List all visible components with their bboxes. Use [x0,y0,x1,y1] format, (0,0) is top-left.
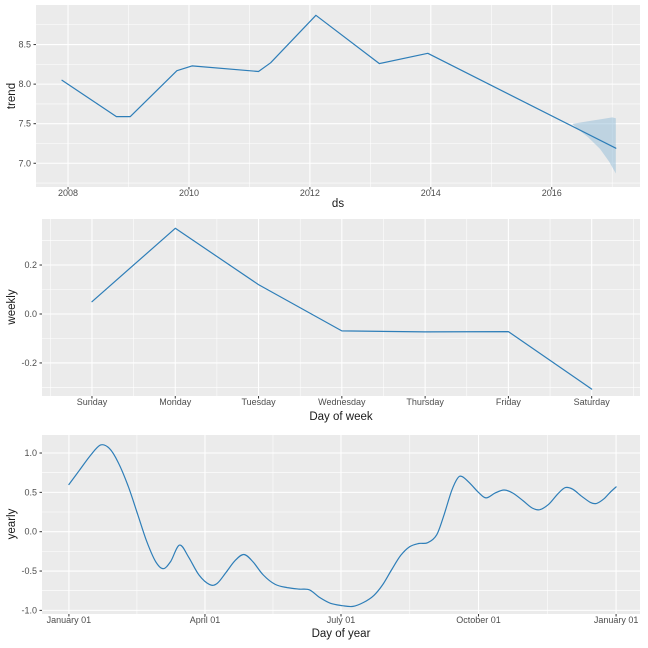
svg-text:Thursday: Thursday [406,397,444,407]
svg-text:October 01: October 01 [456,615,501,625]
svg-text:2016: 2016 [542,188,562,198]
x-tick-labels: 2008 2010 2012 2014 2016 [58,187,562,198]
weekly-line [91,227,593,390]
svg-text:2012: 2012 [300,188,320,198]
trend-x-axis-title: ds [331,198,345,210]
trend-chart: 2008 2010 2012 2014 2016 7.0 7.5 8.0 8.5 [18,5,640,198]
svg-text:Sunday: Sunday [77,397,108,407]
svg-text:Saturday: Saturday [574,397,611,407]
svg-text:0.0: 0.0 [24,527,37,537]
trend-y-axis-title: trend [6,82,18,110]
svg-text:2014: 2014 [421,188,441,198]
svg-text:8.5: 8.5 [18,40,31,50]
svg-text:0.5: 0.5 [24,487,37,497]
svg-text:2008: 2008 [58,188,78,198]
gridlines [42,435,640,614]
svg-text:-0.2: -0.2 [21,358,37,368]
trend-panel: 2008 2010 2012 2014 2016 7.0 7.5 8.0 8.5 trend d… [0,0,648,216]
panel-background [36,5,640,187]
weekly-x-axis-title: Day of week [309,411,373,423]
svg-text:July 01: July 01 [327,615,356,625]
svg-text:Friday: Friday [496,397,522,407]
yearly-panel: January 01 April 01 July 01 October 01 Janua… [0,432,648,648]
svg-text:2010: 2010 [179,188,199,198]
svg-text:Wednesday: Wednesday [318,397,366,407]
svg-text:April 01: April 01 [190,615,221,625]
svg-text:Tuesday: Tuesday [241,397,276,407]
yearly-y-axis-title: yearly [6,508,18,540]
weekly-panel: Sunday Monday Tuesday Wednesday Thursday Frid… [0,216,648,432]
x-tick-labels: Sunday Monday Tuesday Wednesday Thursday Frid… [77,396,610,407]
weekly-y-axis-title: weekly [6,289,18,325]
weekly-chart: Sunday Monday Tuesday Wednesday Thursday Frid… [21,219,640,407]
panel-background [42,219,640,396]
gridlines [36,5,640,187]
y-tick-labels: -0.2 0.0 0.2 [21,260,42,368]
yearly-line [68,444,617,608]
x-tick-labels: January 01 April 01 July 01 October 01 Janua… [47,614,639,625]
yearly-x-axis-title: Day of year [311,628,371,640]
svg-text:7.0: 7.0 [18,158,31,168]
gridlines [42,219,640,396]
svg-text:-0.5: -0.5 [21,566,37,576]
svg-text:Monday: Monday [159,397,192,407]
svg-text:January 01: January 01 [47,615,92,625]
y-tick-labels: -1.0 -0.5 0.0 0.5 1.0 [21,448,42,615]
svg-text:0.0: 0.0 [24,309,37,319]
svg-text:0.2: 0.2 [24,260,37,270]
svg-text:January 01: January 01 [594,615,639,625]
svg-text:7.5: 7.5 [18,119,31,129]
y-tick-labels: 7.0 7.5 8.0 8.5 [18,40,36,168]
svg-text:-1.0: -1.0 [21,605,37,615]
trend-line [61,14,617,149]
yearly-chart: January 01 April 01 July 01 October 01 Janua… [21,435,640,625]
svg-text:1.0: 1.0 [24,448,37,458]
svg-text:8.0: 8.0 [18,79,31,89]
